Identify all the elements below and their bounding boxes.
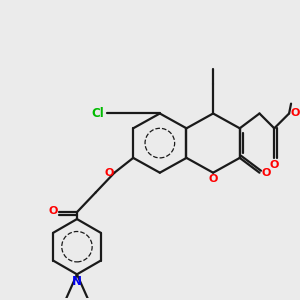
Text: O: O — [208, 174, 218, 184]
Text: O: O — [290, 107, 299, 118]
Text: O: O — [262, 168, 271, 178]
Text: O: O — [270, 160, 279, 170]
Text: O: O — [104, 168, 113, 178]
Text: Cl: Cl — [92, 107, 105, 120]
Text: N: N — [72, 275, 82, 288]
Text: O: O — [49, 206, 58, 216]
